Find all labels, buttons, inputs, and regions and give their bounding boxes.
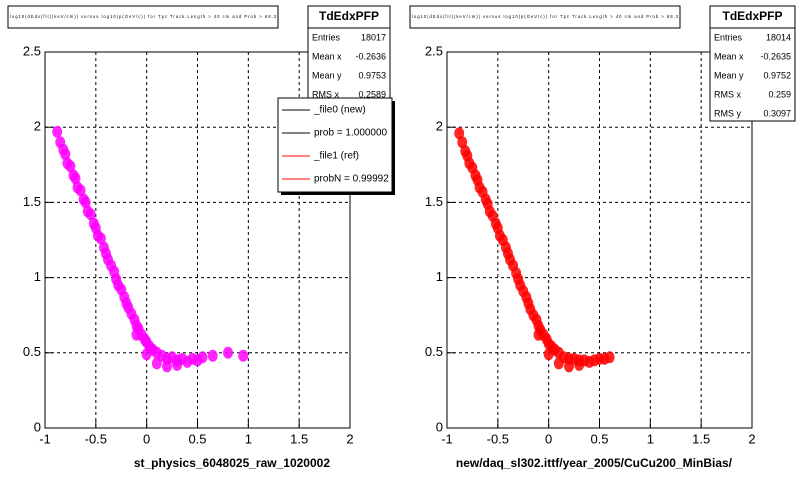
x-axis-title: st_physics_6048025_raw_1020002 <box>134 456 330 470</box>
y-tick-label: 2.5 <box>425 43 443 58</box>
data-point <box>223 346 233 359</box>
x-tick-label: 1.5 <box>692 431 710 446</box>
legend-box <box>277 97 393 193</box>
y-tick-label: 2.5 <box>23 43 41 58</box>
y-tick-label: 0 <box>436 419 443 434</box>
stats-title: TdEdxPFP <box>722 9 782 23</box>
stats-name: Entries <box>714 32 743 42</box>
data-point <box>543 348 554 361</box>
title-box <box>409 5 681 29</box>
data-point <box>457 136 468 149</box>
stats-name: Mean x <box>714 51 744 61</box>
y-tick-label: 1.5 <box>23 194 41 209</box>
stats-title: TdEdxPFP <box>319 9 379 23</box>
legend-label: _file1 (ref) <box>313 151 359 162</box>
y-tick-label: 1 <box>34 269 41 284</box>
data-point <box>52 125 63 138</box>
x-tick-label: 2 <box>748 431 755 446</box>
stats-value: 0.3097 <box>763 108 791 118</box>
y-tick-label: 0.5 <box>425 344 443 359</box>
stats-name: Mean y <box>312 70 342 80</box>
stats-value: 0.9753 <box>358 70 386 80</box>
data-point <box>454 127 465 140</box>
data-point <box>60 148 71 161</box>
x-tick-label: 1 <box>245 431 252 446</box>
chart-title: log10(dEdx(fit)(keV/cm)) versus log10(p(… <box>10 14 277 19</box>
data-point <box>564 360 574 373</box>
data-point <box>207 349 218 362</box>
data-point <box>141 348 152 361</box>
data-point <box>553 357 564 370</box>
y-tick-label: 2 <box>436 119 443 134</box>
data-point <box>95 232 106 245</box>
stats-box <box>709 5 796 122</box>
chart-title: log10(dEdx(fit)(keV/cm)) versus log10(p(… <box>412 14 679 19</box>
y-tick-label: 0 <box>34 419 41 434</box>
x-axis-title: new/daq_sl302.ittf/year_2005/CuCu200_Min… <box>456 456 733 470</box>
data-point <box>131 328 142 341</box>
data-point <box>172 358 183 371</box>
x-tick-label: 1 <box>647 431 654 446</box>
x-tick-label: -1 <box>441 431 453 446</box>
x-tick-label: 0.5 <box>188 431 206 446</box>
data-point <box>80 196 91 209</box>
x-tick-label: 2 <box>346 431 353 446</box>
x-tick-label: 0 <box>545 431 552 446</box>
legend-label: prob = 1.000000 <box>314 128 388 139</box>
stats-name: RMS x <box>312 89 340 99</box>
data-point <box>75 184 86 197</box>
stats-value: -0.2636 <box>355 51 386 61</box>
legend-label: probN = 0.99992 <box>314 174 389 185</box>
x-tick-label: -0.5 <box>85 431 107 446</box>
stats-name: RMS x <box>714 89 742 99</box>
data-point <box>85 208 96 221</box>
title-box <box>7 5 279 29</box>
stats-name: Mean x <box>312 51 342 61</box>
x-tick-label: -1 <box>39 431 51 446</box>
stats-name: Mean y <box>714 70 744 80</box>
data-point <box>162 360 172 373</box>
stats-name: Entries <box>312 32 341 42</box>
data-point <box>574 358 585 371</box>
stats-value: 0.9752 <box>763 70 791 80</box>
y-tick-label: 0.5 <box>23 344 41 359</box>
stats-value: 18014 <box>766 32 791 42</box>
stats-value: 18017 <box>361 32 386 42</box>
stats-value: 0.2589 <box>358 89 386 99</box>
data-point <box>238 349 249 362</box>
stats-value: -0.2635 <box>760 51 791 61</box>
data-point <box>151 357 162 370</box>
data-point <box>533 328 544 341</box>
stats-box <box>307 5 391 103</box>
x-tick-label: 0 <box>143 431 150 446</box>
y-tick-label: 1 <box>436 269 443 284</box>
x-tick-label: 1.5 <box>290 431 308 446</box>
legend-label: _file0 (new) <box>313 105 366 116</box>
x-tick-label: -0.5 <box>487 431 509 446</box>
y-tick-label: 1.5 <box>425 194 443 209</box>
y-tick-label: 2 <box>34 119 41 134</box>
x-tick-label: 0.5 <box>590 431 608 446</box>
stats-name: RMS y <box>714 108 742 118</box>
data-point <box>70 172 81 185</box>
data-point <box>65 160 76 173</box>
data-point <box>197 351 208 364</box>
stats-value: 0.259 <box>768 89 791 99</box>
data-point <box>604 351 615 364</box>
